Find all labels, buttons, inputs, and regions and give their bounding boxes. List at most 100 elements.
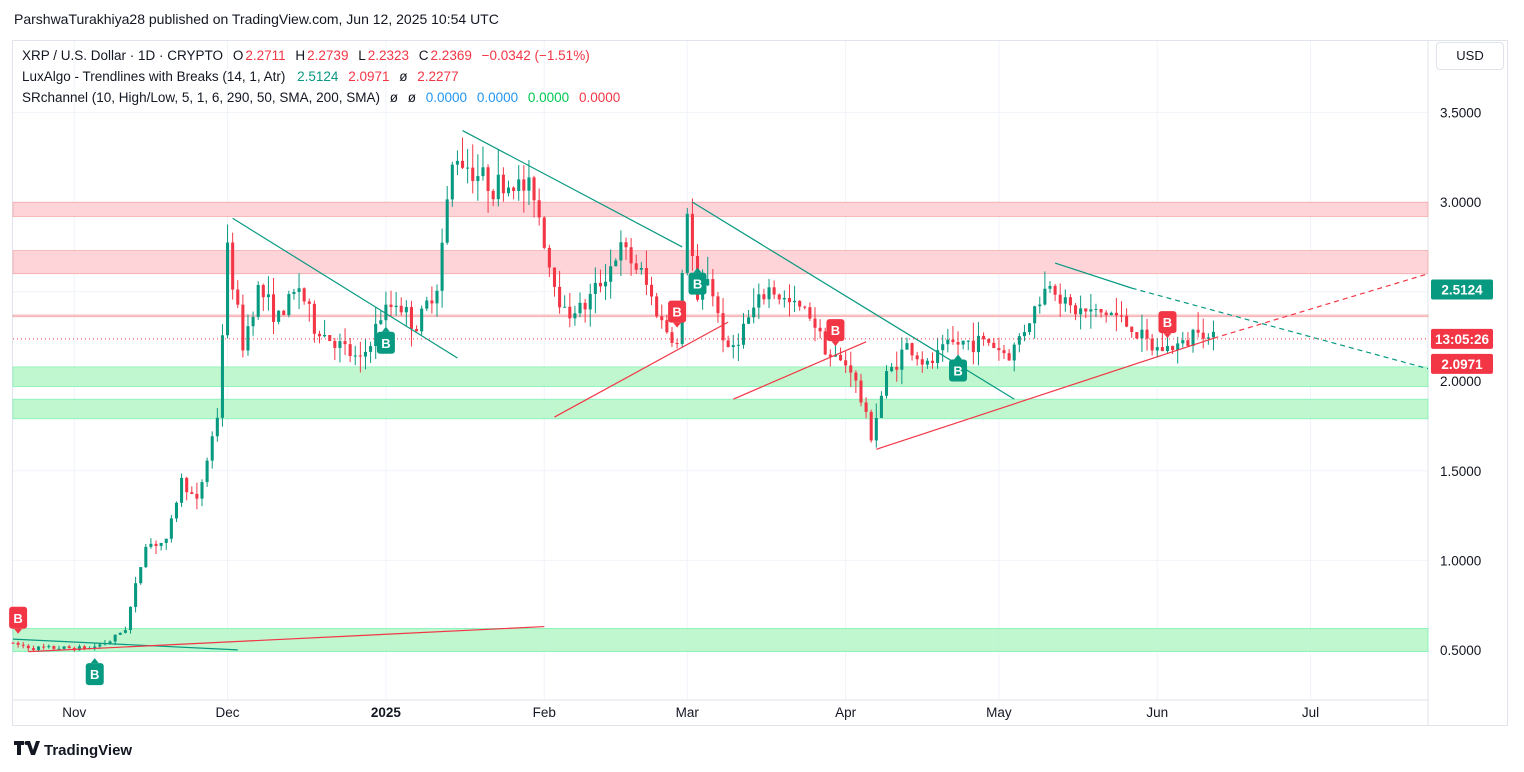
candle bbox=[532, 175, 536, 218]
candle bbox=[149, 538, 153, 549]
candle bbox=[1068, 294, 1072, 314]
candle-body bbox=[593, 282, 597, 294]
marker-pointer bbox=[954, 354, 963, 360]
marker-label: B bbox=[953, 364, 962, 379]
candle-body bbox=[1160, 347, 1164, 352]
candle-body bbox=[174, 502, 178, 519]
candle bbox=[614, 258, 618, 267]
candle bbox=[793, 285, 797, 313]
candle-body bbox=[358, 355, 362, 357]
candle bbox=[220, 324, 224, 427]
candle bbox=[404, 300, 408, 326]
candle-body bbox=[256, 284, 260, 317]
legend-indicator1-row[interactable]: LuxAlgo - Trendlines with Breaks (14, 1,… bbox=[22, 66, 622, 87]
candle-body bbox=[685, 213, 689, 273]
candle-body bbox=[1043, 288, 1047, 305]
candle bbox=[307, 298, 311, 322]
candle bbox=[839, 347, 843, 362]
x-tick-label: Feb bbox=[533, 705, 556, 720]
candle bbox=[471, 144, 475, 194]
candle bbox=[476, 154, 480, 201]
candle bbox=[517, 165, 521, 201]
candle-body bbox=[394, 305, 398, 308]
candle-body bbox=[1053, 285, 1057, 295]
candle-body bbox=[1089, 309, 1093, 312]
candle bbox=[1160, 332, 1164, 352]
candle-body bbox=[297, 288, 301, 292]
candle bbox=[588, 283, 592, 327]
candle bbox=[379, 310, 383, 326]
candle bbox=[655, 292, 659, 319]
candle bbox=[767, 278, 771, 309]
candle-body bbox=[67, 646, 71, 649]
candle bbox=[231, 232, 235, 300]
candle bbox=[93, 642, 97, 651]
candle-body bbox=[435, 290, 439, 304]
candle bbox=[506, 180, 511, 197]
candle bbox=[205, 457, 209, 487]
price-tag-bg bbox=[1431, 279, 1493, 300]
currency-button[interactable]: USD bbox=[1436, 42, 1504, 70]
candle bbox=[1140, 314, 1144, 352]
candle-body bbox=[936, 350, 940, 364]
candle bbox=[256, 281, 260, 320]
candle bbox=[884, 365, 889, 399]
candle-body bbox=[706, 279, 710, 286]
candle bbox=[583, 298, 587, 323]
marker-pointer bbox=[14, 628, 23, 634]
y-tick-label: 0.5000 bbox=[1440, 643, 1481, 658]
candle-body bbox=[98, 644, 102, 647]
candle-body bbox=[1165, 345, 1170, 352]
candle bbox=[328, 334, 332, 342]
legend-symbol-row[interactable]: XRP / U.S. Dollar · 1D · CRYPTO O 2.2711 … bbox=[22, 45, 622, 66]
candle bbox=[971, 322, 975, 365]
candle bbox=[1058, 283, 1062, 317]
candle-body bbox=[266, 294, 270, 298]
chart-legend: XRP / U.S. Dollar · 1D · CRYPTO O 2.2711 … bbox=[22, 45, 622, 108]
marker-pointer bbox=[90, 658, 99, 664]
candle-body bbox=[261, 284, 265, 298]
candle bbox=[1130, 326, 1134, 338]
indicator1-value-1: 2.5124 bbox=[297, 69, 339, 84]
candle bbox=[358, 341, 362, 373]
candle bbox=[997, 337, 1001, 361]
candle-body bbox=[409, 306, 413, 330]
candle-body bbox=[808, 307, 812, 319]
candle bbox=[869, 409, 873, 443]
candle-body bbox=[57, 648, 61, 650]
candle-body bbox=[16, 642, 20, 645]
candle-body bbox=[486, 167, 490, 191]
candle bbox=[650, 276, 654, 306]
indicator2-value-2: 0.0000 bbox=[476, 90, 519, 105]
candle-body bbox=[1150, 338, 1154, 351]
candle-body bbox=[731, 345, 735, 348]
candle-body bbox=[210, 436, 214, 461]
candle-body bbox=[976, 335, 981, 353]
price-axis-tag: 2.0971 bbox=[1431, 353, 1493, 374]
indicator1-name: LuxAlgo - Trendlines with Breaks (14, 1,… bbox=[22, 69, 286, 84]
trendline bbox=[733, 341, 867, 400]
candle-body bbox=[292, 291, 296, 295]
candle-body bbox=[277, 310, 281, 322]
buy-break-marker: B bbox=[85, 658, 104, 686]
candle bbox=[190, 486, 194, 495]
candle-body bbox=[1068, 297, 1072, 306]
candle-body bbox=[803, 306, 807, 308]
candle-body bbox=[93, 646, 97, 648]
candle-body bbox=[655, 296, 659, 317]
candle-body bbox=[1186, 340, 1190, 346]
candle bbox=[874, 403, 878, 448]
candle bbox=[266, 276, 270, 311]
candle bbox=[787, 284, 791, 317]
candle-body bbox=[1028, 323, 1032, 333]
candle bbox=[1171, 345, 1175, 354]
legend-indicator2-row[interactable]: SRchannel (10, High/Low, 5, 1, 6, 290, 5… bbox=[22, 87, 622, 108]
footer-brand[interactable]: TradingView bbox=[14, 741, 132, 759]
candle-body bbox=[578, 302, 582, 314]
candle bbox=[1145, 318, 1149, 351]
candle-body bbox=[333, 341, 337, 348]
candle bbox=[174, 501, 178, 523]
legend-close: 2.2369 bbox=[430, 48, 472, 63]
candle-body bbox=[1135, 332, 1139, 339]
